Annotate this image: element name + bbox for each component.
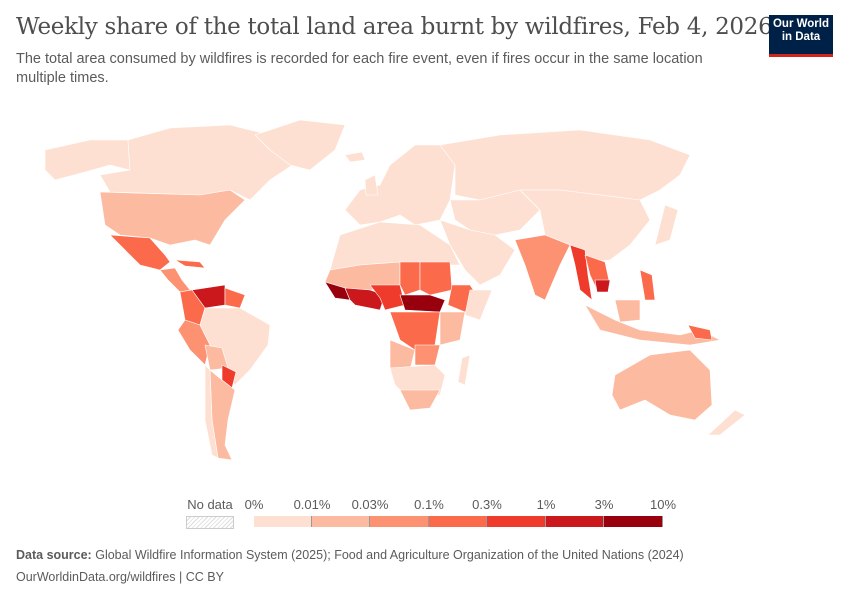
- legend-no-data-swatch[interactable]: [186, 516, 234, 529]
- country-chad[interactable]: [399, 261, 421, 296]
- legend-bin[interactable]: [370, 516, 429, 527]
- country-sudan[interactable]: [419, 261, 453, 296]
- legend-tick: 10%: [649, 497, 677, 512]
- legend-bin[interactable]: [254, 516, 312, 527]
- footer-source: Data source: Global Wildfire Information…: [16, 548, 684, 562]
- country-mexico[interactable]: [109, 234, 171, 271]
- legend-bin[interactable]: [487, 516, 546, 527]
- legend-bin[interactable]: [429, 516, 487, 527]
- country-south-africa[interactable]: [399, 389, 441, 411]
- country-indonesia[interactable]: [584, 304, 721, 346]
- country-iceland[interactable]: [344, 151, 366, 163]
- country-canada[interactable]: [99, 124, 301, 201]
- legend-tick: 0%: [244, 497, 264, 512]
- legend-bin[interactable]: [312, 516, 370, 527]
- legend-tick: 0.3%: [472, 497, 502, 512]
- country-car[interactable]: [399, 294, 446, 313]
- country-southern-africa[interactable]: [389, 364, 446, 396]
- country-australia[interactable]: [611, 349, 713, 421]
- country-europe[interactable]: [344, 144, 456, 226]
- country-chile[interactable]: [204, 364, 219, 459]
- country-usa[interactable]: [99, 189, 246, 246]
- country-brazil[interactable]: [199, 307, 271, 386]
- country-east-africa[interactable]: [439, 311, 466, 346]
- country-west-africa[interactable]: [344, 287, 386, 311]
- country-middle-east[interactable]: [439, 219, 516, 286]
- chart-subtitle: The total area consumed by wildfires is …: [16, 51, 703, 86]
- legend-tick: 0.03%: [351, 497, 389, 512]
- legend-tick: 0.1%: [414, 497, 444, 512]
- country-japan[interactable]: [654, 204, 679, 246]
- country-nigeria[interactable]: [369, 284, 406, 311]
- country-cambodia[interactable]: [594, 279, 611, 293]
- country-greenland[interactable]: [254, 119, 346, 171]
- country-cuba[interactable]: [174, 259, 206, 269]
- owid-logo[interactable]: Our World in Data: [769, 15, 833, 57]
- legend-bin[interactable]: [546, 516, 604, 527]
- country-philippines[interactable]: [639, 269, 656, 301]
- legend-bin[interactable]: [604, 516, 663, 527]
- country-guianas[interactable]: [224, 287, 246, 309]
- country-somalia[interactable]: [464, 289, 493, 321]
- legend-tick: 0.01%: [293, 497, 331, 512]
- country-zambia[interactable]: [414, 344, 441, 366]
- country-russia[interactable]: [439, 129, 691, 201]
- legend-tick: 3%: [594, 497, 614, 512]
- legend-no-data-label: No data: [187, 497, 233, 512]
- country-china[interactable]: [519, 189, 651, 263]
- country-borneo[interactable]: [614, 299, 641, 323]
- country-myanmar[interactable]: [569, 244, 593, 301]
- country-india[interactable]: [514, 234, 571, 301]
- country-papua-new-guinea[interactable]: [687, 324, 713, 341]
- country-new-zealand[interactable]: [707, 409, 746, 436]
- chart-title: Weekly share of the total land area burn…: [16, 14, 773, 40]
- country-alaska[interactable]: [44, 139, 131, 181]
- world-map: [44, 119, 746, 461]
- legend-tick: 1%: [536, 497, 556, 512]
- country-central-america[interactable]: [159, 267, 191, 293]
- country-uk[interactable]: [364, 174, 379, 196]
- country-central-asia[interactable]: [449, 189, 541, 236]
- country-madagascar[interactable]: [457, 354, 471, 386]
- source-text: Global Wildfire Information System (2025…: [95, 548, 684, 562]
- source-label: Data source:: [16, 548, 92, 562]
- footer-link[interactable]: OurWorldinData.org/wildfires | CC BY: [16, 570, 224, 584]
